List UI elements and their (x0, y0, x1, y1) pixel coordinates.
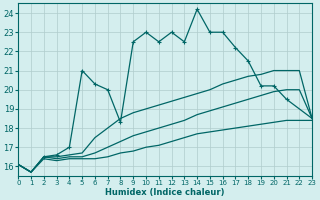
X-axis label: Humidex (Indice chaleur): Humidex (Indice chaleur) (105, 188, 225, 197)
